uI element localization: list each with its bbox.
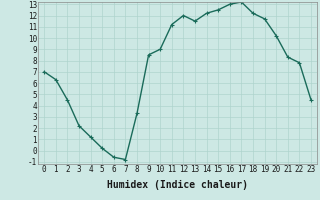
X-axis label: Humidex (Indice chaleur): Humidex (Indice chaleur) xyxy=(107,180,248,190)
